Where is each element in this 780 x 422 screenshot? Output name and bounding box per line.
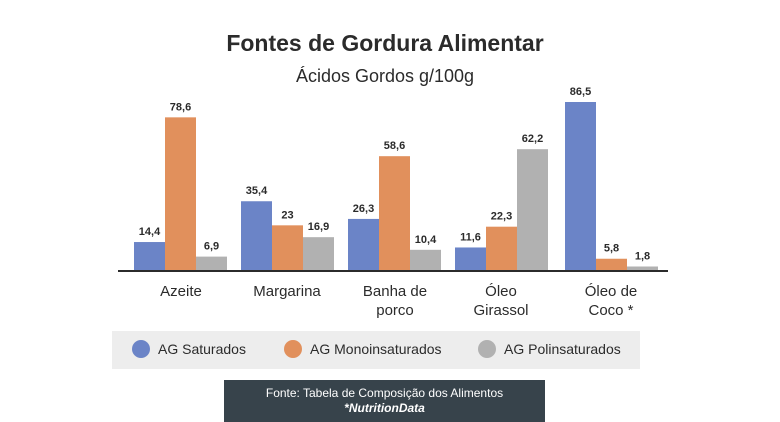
data-label-s0-c0: 14,4	[139, 226, 161, 238]
bar-s2-c3	[517, 149, 548, 270]
x-tick-label-c3-l0: Óleo	[485, 283, 517, 300]
bar-s1-c4	[596, 258, 627, 270]
x-tick-label-c2-l1: porco	[376, 302, 414, 319]
legend-swatch-saturados	[132, 340, 150, 358]
legend-swatch-monoinsaturados	[284, 340, 302, 358]
bar-s0-c3	[455, 247, 486, 270]
data-label-s0-c1: 35,4	[246, 185, 268, 197]
bar-s0-c1	[241, 201, 272, 270]
legend-item-saturados: AG Saturados	[132, 340, 246, 358]
data-label-s2-c3: 62,2	[522, 133, 543, 145]
legend-label-polinsaturados: AG Polinsaturados	[504, 341, 621, 357]
data-label-s2-c4: 1,8	[635, 251, 650, 263]
source-box: Fonte: Tabela de Composição dos Alimento…	[224, 380, 545, 422]
legend-label-monoinsaturados: AG Monoinsaturados	[310, 341, 442, 357]
bar-s0-c4	[565, 102, 596, 270]
data-label-s1-c1: 23	[281, 209, 293, 221]
data-label-s1-c0: 78,6	[170, 101, 191, 113]
bar-s0-c2	[348, 218, 379, 270]
x-tick-label-c4-l0: Óleo de	[585, 283, 638, 300]
data-label-s2-c0: 6,9	[204, 241, 219, 253]
bar-s2-c0	[196, 256, 227, 270]
bar-chart: 14,4 35,4 26,3 11,6 86,5 78,6 23 58,6 22,3 5,8 6,9…	[118, 86, 668, 319]
legend-swatch-polinsaturados	[478, 340, 496, 358]
legend-item-polinsaturados: AG Polinsaturados	[478, 340, 621, 358]
data-label-s2-c1: 16,9	[308, 221, 329, 233]
x-tick-label-c1-l0: Margarina	[253, 283, 321, 300]
x-tick-label-c0-l0: Azeite	[160, 283, 202, 300]
x-tick-label-c4-l1: Coco *	[588, 302, 633, 319]
data-label-s0-c3: 11,6	[460, 231, 481, 243]
x-tick-label-c2-l0: Banha de	[363, 283, 427, 300]
data-label-s0-c4: 86,5	[570, 86, 591, 98]
bar-s1-c3	[486, 226, 517, 270]
data-label-s1-c4: 5,8	[604, 243, 619, 255]
legend-item-monoinsaturados: AG Monoinsaturados	[284, 340, 442, 358]
bar-s1-c2	[379, 156, 410, 270]
chart-subtitle: Ácidos Gordos g/100g	[295, 66, 475, 86]
x-tick-label-c3-l1: Girassol	[473, 302, 528, 319]
data-label-s1-c2: 58,6	[384, 140, 405, 152]
data-label-s0-c2: 26,3	[353, 203, 374, 215]
chart-title: Fontes de Gordura Alimentar	[226, 30, 544, 56]
bar-s1-c0	[165, 117, 196, 270]
bar-s0-c0	[134, 242, 165, 270]
bar-s2-c2	[410, 249, 441, 270]
legend: AG Saturados AG Monoinsaturados AG Polin…	[112, 331, 640, 369]
data-label-s1-c3: 22,3	[491, 211, 512, 223]
source-text: Fonte: Tabela de Composição dos Alimento…	[265, 386, 504, 400]
bar-s2-c1	[303, 237, 334, 270]
legend-label-saturados: AG Saturados	[158, 341, 246, 357]
bar-s1-c1	[272, 225, 303, 270]
source-note: *NutritionData	[344, 401, 425, 415]
data-label-s2-c2: 10,4	[415, 234, 437, 246]
bar-s2-c4	[627, 266, 658, 270]
